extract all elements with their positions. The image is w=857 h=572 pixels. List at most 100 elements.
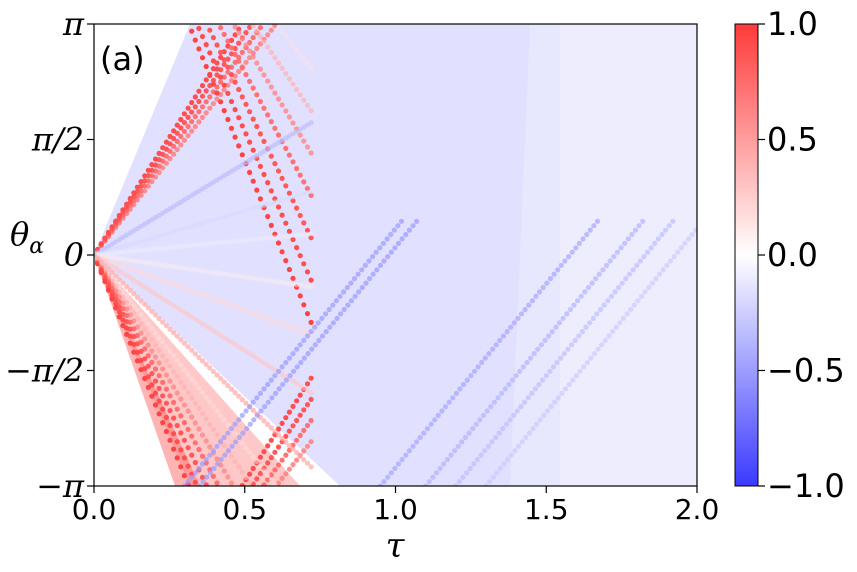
scatter-point	[218, 375, 224, 382]
scatter-point	[109, 250, 115, 256]
scatter-point	[228, 125, 235, 131]
scatter-point	[294, 346, 300, 352]
scatter-point	[261, 360, 267, 366]
scatter-point	[359, 267, 365, 273]
scatter-point	[493, 342, 499, 348]
scatter-point	[239, 397, 245, 403]
scatter-point	[511, 412, 517, 418]
scatter-point	[611, 254, 617, 260]
scatter-point	[142, 375, 148, 382]
scatter-point	[221, 87, 227, 93]
scatter-point	[215, 461, 221, 467]
scatter-point	[500, 333, 506, 339]
scatter-point	[268, 235, 274, 241]
scatter-point	[229, 443, 235, 449]
scatter-point	[377, 245, 383, 251]
scatter-point	[345, 302, 351, 308]
colorbar-tick-label: −0.5	[767, 352, 845, 390]
scatter-point	[308, 231, 314, 237]
scatter-point	[145, 260, 151, 266]
scatter-point	[484, 408, 490, 414]
scatter-point	[228, 64, 235, 70]
scatter-point	[207, 470, 213, 476]
scatter-point	[192, 123, 198, 130]
scatter-point	[268, 222, 274, 228]
scatter-point	[482, 355, 488, 361]
scatter-point	[272, 55, 278, 61]
scatter-point	[181, 265, 187, 271]
scatter-point	[588, 355, 594, 361]
scatter-point	[214, 480, 220, 486]
scatter-point	[583, 324, 589, 330]
scatter-point	[116, 256, 122, 262]
scatter-point	[120, 280, 126, 286]
scatter-point	[597, 306, 604, 313]
scatter-point	[308, 390, 314, 396]
scatter-point	[102, 278, 108, 285]
scatter-point	[294, 437, 300, 443]
scatter-point	[189, 347, 195, 353]
scatter-point	[536, 381, 542, 388]
scatter-point	[138, 298, 144, 304]
scatter-point	[370, 271, 376, 277]
scatter-point	[131, 190, 137, 196]
scatter-point	[594, 311, 600, 317]
scatter-point	[308, 277, 314, 283]
scatter-point	[457, 386, 463, 392]
scatter-point	[301, 261, 307, 267]
scatter-point	[272, 481, 278, 486]
scatter-point	[642, 289, 648, 295]
scatter-point	[294, 417, 300, 424]
scatter-point	[507, 417, 513, 423]
scatter-point	[573, 373, 580, 379]
scatter-point	[283, 415, 289, 421]
scatter-point	[283, 33, 289, 39]
scatter-point	[283, 439, 289, 445]
scatter-point	[250, 236, 256, 243]
scatter-point	[257, 236, 263, 242]
scatter-point	[185, 408, 191, 414]
scatter-point	[152, 378, 159, 384]
scatter-point	[239, 412, 245, 418]
scatter-point	[225, 272, 231, 278]
scatter-point	[478, 452, 484, 458]
scatter-point	[294, 398, 300, 404]
scatter-point	[225, 422, 231, 428]
scatter-point	[275, 96, 282, 102]
scatter-point	[304, 283, 311, 289]
scatter-point	[218, 79, 224, 85]
scatter-point	[290, 236, 296, 243]
scatter-point	[261, 418, 267, 424]
scatter-point	[232, 390, 238, 396]
scatter-point	[494, 470, 500, 476]
scatter-point	[105, 229, 112, 235]
scatter-point	[308, 235, 314, 241]
scatter-point	[167, 133, 173, 139]
scatter-point	[160, 420, 166, 426]
scatter-point	[496, 430, 502, 436]
scatter-point	[250, 454, 256, 460]
scatter-point	[377, 483, 383, 486]
scatter-point	[138, 367, 144, 373]
scatter-point	[406, 448, 412, 454]
scatter-point	[171, 330, 177, 336]
scatter-point	[203, 42, 209, 48]
scatter-point	[584, 231, 590, 238]
scatter-point	[163, 139, 169, 145]
scatter-point	[283, 108, 289, 114]
scatter-point	[581, 364, 587, 370]
scatter-point	[275, 204, 282, 210]
scatter-point	[261, 277, 267, 283]
scatter-point	[163, 245, 169, 251]
scatter-point	[174, 333, 180, 339]
scatter-point	[222, 452, 228, 458]
scatter-point	[631, 302, 637, 308]
scatter-point	[95, 255, 101, 262]
scatter-point	[236, 115, 242, 121]
scatter-point	[185, 463, 191, 469]
scatter-point	[286, 355, 292, 361]
scatter-point	[236, 434, 242, 441]
scatter-point	[435, 412, 441, 418]
scatter-point	[192, 267, 198, 273]
scatter-point	[272, 449, 278, 455]
